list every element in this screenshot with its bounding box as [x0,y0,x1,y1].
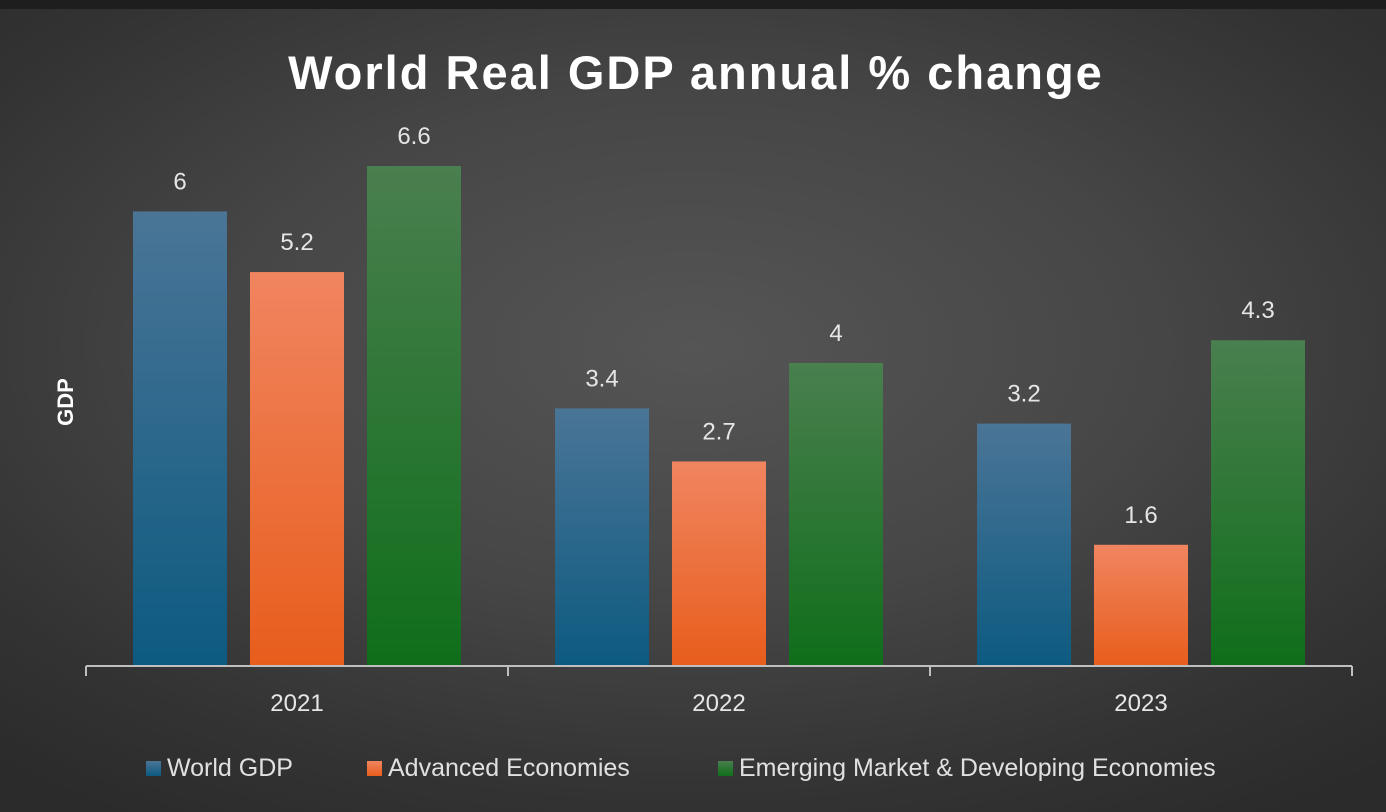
x-tick-label-2021: 2021 [270,690,323,717]
bar-emerging-market-developing-economies-2021 [367,166,461,666]
bar-advanced-economies-2021 [250,272,344,666]
data-label-world-gdp-2022: 3.4 [585,365,618,392]
y-axis-label: GDP [53,378,78,426]
data-label-emerging-market-developing-economies-2021: 6.6 [397,123,430,150]
data-labels-group: 6 5.2 6.6 3.4 2.7 4 3.2 1.6 4.3 [173,123,1274,529]
legend-label-emerging-market-developing-economies: Emerging Market & Developing Economies [739,754,1216,782]
data-label-emerging-market-developing-economies-2023: 4.3 [1241,297,1274,324]
data-label-world-gdp-2023: 3.2 [1007,381,1040,408]
x-tick-label-2022: 2022 [692,690,745,717]
data-label-advanced-economies-2021: 5.2 [280,229,313,256]
legend: World GDP Advanced Economies Emerging Mark… [146,754,1216,782]
bar-emerging-market-developing-economies-2023 [1211,340,1305,666]
data-label-world-gdp-2021: 6 [173,168,186,195]
data-label-emerging-market-developing-economies-2022: 4 [829,320,842,347]
x-tick-label-2023: 2023 [1114,690,1167,717]
data-label-advanced-economies-2022: 2.7 [702,418,735,445]
bars-group [133,166,1305,667]
legend-label-world-gdp: World GDP [167,754,293,782]
bar-emerging-market-developing-economies-2022 [789,362,883,666]
bar-advanced-economies-2022 [672,461,766,666]
bar-chart: World Real GDP annual % change GDP 65.26… [53,46,1353,782]
legend-swatch-advanced-economies [367,761,382,776]
bar-world-gdp-2023 [977,423,1071,666]
x-axis: 2021 2022 2023 [85,665,1353,717]
legend-swatch-world-gdp [146,761,161,776]
bar-world-gdp-2022 [555,408,649,666]
chart-title: World Real GDP annual % change [288,46,1104,99]
legend-swatch-emerging-market-developing-economies [718,761,733,776]
bar-advanced-economies-2023 [1094,544,1188,666]
bar-world-gdp-2021 [133,211,227,667]
data-label-advanced-economies-2023: 1.6 [1124,502,1157,529]
legend-label-advanced-economies: Advanced Economies [388,754,630,782]
